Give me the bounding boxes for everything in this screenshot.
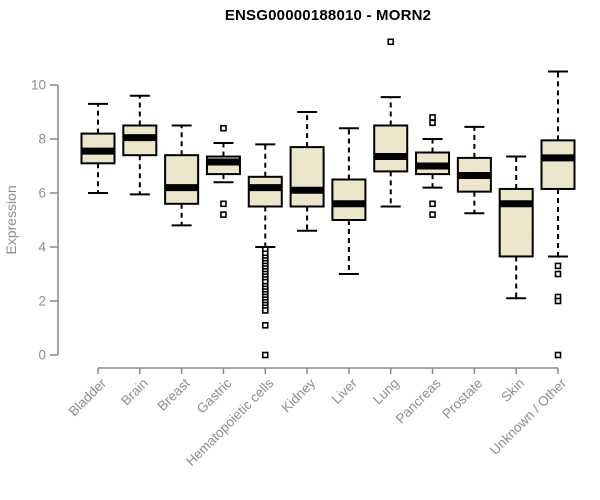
box-group-gastric	[205, 124, 241, 218]
box-group-brain	[122, 94, 158, 196]
outlier-point	[429, 200, 436, 208]
box-group-pancreas	[415, 114, 451, 218]
iqr-box	[247, 175, 283, 208]
outlier-point	[554, 351, 562, 359]
outlier-point	[220, 124, 227, 132]
boxes-layer	[80, 38, 576, 359]
y-tick-label-10: 10	[31, 78, 46, 93]
box-group-unknown-other	[540, 70, 576, 359]
x-tick-label-liver: Liver	[329, 375, 361, 407]
box-group-lung	[373, 38, 409, 208]
outlier-point	[554, 262, 562, 270]
outlier-point	[220, 211, 227, 218]
box-group-prostate	[456, 125, 492, 215]
y-axis-title: Expression	[3, 185, 19, 254]
iqr-box	[289, 146, 325, 208]
outlier-point	[429, 211, 436, 218]
box-group-hematopoietic-cells	[247, 143, 283, 359]
y-tick-label-8: 8	[38, 132, 46, 147]
x-tick-label-pancreas: Pancreas	[393, 375, 444, 426]
x-tick-label-brain: Brain	[118, 376, 151, 409]
box-group-bladder	[80, 102, 116, 194]
box-group-kidney	[289, 111, 325, 232]
x-tick-label-kidney: Kidney	[278, 375, 318, 415]
x-tick-label-bladder: Bladder	[66, 375, 110, 419]
x-tick-label-unknown-other: Unknown / Other	[487, 375, 570, 458]
y-tick-label-0: 0	[38, 348, 46, 363]
x-tick-label-gastric: Gastric	[194, 375, 235, 416]
outlier-point	[554, 270, 562, 278]
iqr-box	[164, 154, 200, 205]
y-tick-label-2: 2	[38, 294, 46, 309]
box-group-breast	[164, 124, 200, 227]
y-tick-label-4: 4	[38, 240, 46, 255]
outlier-point	[261, 321, 269, 329]
iqr-box	[498, 187, 534, 258]
box-group-liver	[331, 127, 367, 275]
outlier-point	[429, 119, 436, 127]
outlier-point	[261, 351, 269, 359]
x-tick-label-lung: Lung	[370, 376, 402, 408]
x-tick-label-breast: Breast	[155, 375, 193, 413]
y-tick-label-6: 6	[38, 186, 46, 201]
x-tick-label-skin: Skin	[498, 376, 527, 405]
box-group-skin	[498, 155, 534, 300]
outlier-point	[554, 297, 562, 305]
chart-title: ENSG00000188010 - MORN2	[224, 7, 432, 24]
iqr-box	[331, 178, 367, 221]
outlier-point	[429, 114, 436, 121]
outlier-point	[261, 307, 269, 314]
x-tick-label-prostate: Prostate	[439, 376, 485, 422]
iqr-box	[540, 139, 576, 190]
iqr-box	[373, 124, 409, 173]
outlier-point	[387, 38, 395, 46]
outlier-point	[220, 200, 227, 208]
